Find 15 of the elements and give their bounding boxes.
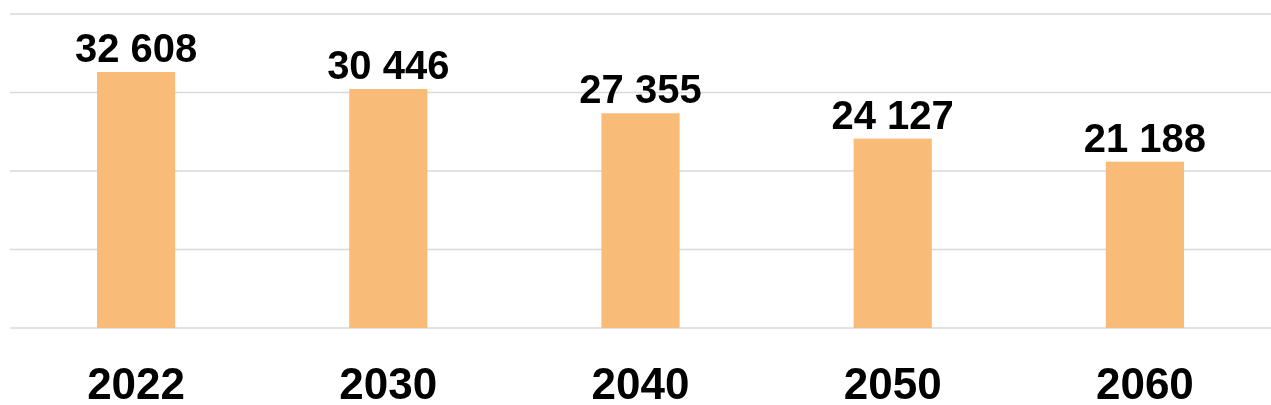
data-label: 30 446: [327, 43, 450, 87]
x-tick-label: 2050: [843, 359, 942, 405]
bar: [97, 72, 176, 328]
bar: [853, 138, 932, 328]
data-label: 27 355: [579, 67, 702, 112]
data-label: 21 188: [1083, 115, 1207, 160]
bar: [349, 89, 428, 328]
x-tick-label: 2030: [339, 359, 438, 405]
x-tick-label: 2040: [591, 359, 690, 405]
data-label: 24 127: [831, 92, 954, 137]
bar: [601, 113, 680, 328]
x-tick-label: 2060: [1095, 359, 1194, 405]
x-tick-label: 2022: [87, 359, 186, 405]
data-label: 32 608: [74, 26, 198, 71]
bar: [1105, 161, 1184, 328]
